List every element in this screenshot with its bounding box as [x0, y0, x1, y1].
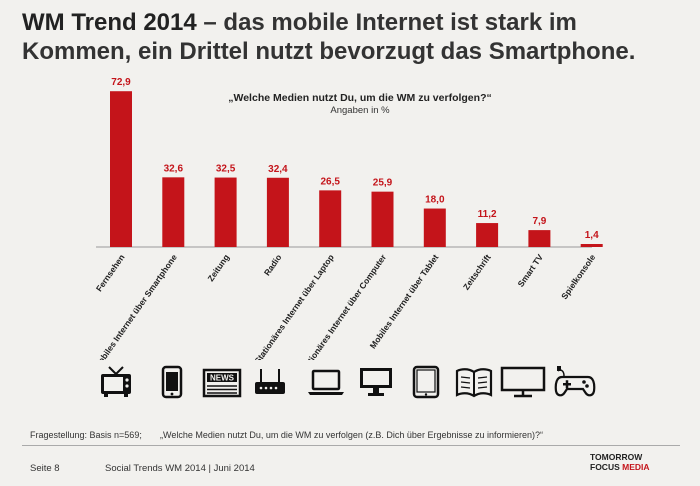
- bar-9: [580, 244, 603, 247]
- page-title-bold: WM Trend 2014: [22, 9, 197, 36]
- page-number: Seite 8: [30, 463, 60, 474]
- page-title: WM Trend 2014 – das mobile Internet ist …: [22, 8, 682, 66]
- page-title-rest: – das mobile Internet ist stark im Komme…: [22, 9, 636, 65]
- bar-8: [528, 230, 551, 247]
- newspaper-icon: NEWS: [202, 365, 242, 399]
- bar-value-label-6: 18,0: [425, 195, 445, 206]
- chart-subtitle: Angaben in %: [330, 105, 390, 116]
- chart-title: „Welche Medien nutzt Du, um die WM zu ve…: [228, 92, 492, 104]
- radio-router-icon: [252, 365, 288, 399]
- bar-7: [476, 223, 499, 247]
- bar-4: [319, 190, 342, 247]
- bar-value-label-2: 32,5: [216, 164, 236, 175]
- category-label-7: Zeitschrift: [461, 252, 493, 292]
- tablet-icon: [408, 365, 444, 399]
- bar-value-label-8: 7,9: [532, 216, 546, 227]
- monitor-icon: [356, 365, 396, 399]
- bar-value-label-0: 72,9: [111, 77, 131, 88]
- bar-2: [214, 177, 237, 247]
- footnote-basis: Fragestellung: Basis n=569;: [30, 430, 142, 440]
- footnote-question: „Welche Medien nutzt Du, um die WM zu ve…: [160, 430, 543, 440]
- logo-line1: TOMORROW: [590, 452, 643, 462]
- gamepad-icon: [554, 365, 596, 399]
- bar-value-label-4: 26,5: [320, 176, 340, 187]
- category-label-1: Mobiles Internet über Smartphone: [92, 252, 179, 360]
- newspaper-icon-label: NEWS: [210, 374, 235, 383]
- bar-3: [266, 177, 289, 247]
- laptop-icon: [306, 365, 346, 399]
- logo-line2b: MEDIA: [622, 462, 650, 472]
- bar-6: [423, 208, 446, 247]
- bar-0: [110, 91, 132, 247]
- footer-source: Social Trends WM 2014 | Juni 2014: [105, 463, 255, 474]
- category-label-8: Smart TV: [515, 252, 545, 289]
- smart-tv-icon: [500, 365, 546, 399]
- smartphone-icon: [154, 365, 190, 399]
- category-label-3: Radio: [262, 252, 284, 277]
- logo-line2a: FOCUS: [590, 462, 620, 472]
- bar-value-label-7: 11,2: [478, 209, 497, 220]
- bar-1: [162, 177, 185, 247]
- divider: [22, 445, 680, 446]
- bar-value-label-3: 32,4: [268, 164, 288, 175]
- bar-value-label-1: 32,6: [164, 163, 184, 174]
- bar-chart: 72,9 Fernsehen 32,6 Mobiles Internet über S…: [92, 77, 603, 360]
- logo: TOMORROW FOCUS MEDIA: [590, 452, 680, 472]
- book-icon: [454, 365, 494, 399]
- bar-5: [371, 191, 394, 247]
- category-label-9: Spielkonsole: [559, 252, 597, 301]
- category-label-2: Zeitung: [205, 252, 231, 283]
- bar-value-label-9: 1,4: [585, 230, 599, 241]
- bar-value-label-5: 25,9: [373, 178, 393, 189]
- tv-icon: [98, 365, 134, 399]
- category-label-0: Fernsehen: [94, 252, 127, 293]
